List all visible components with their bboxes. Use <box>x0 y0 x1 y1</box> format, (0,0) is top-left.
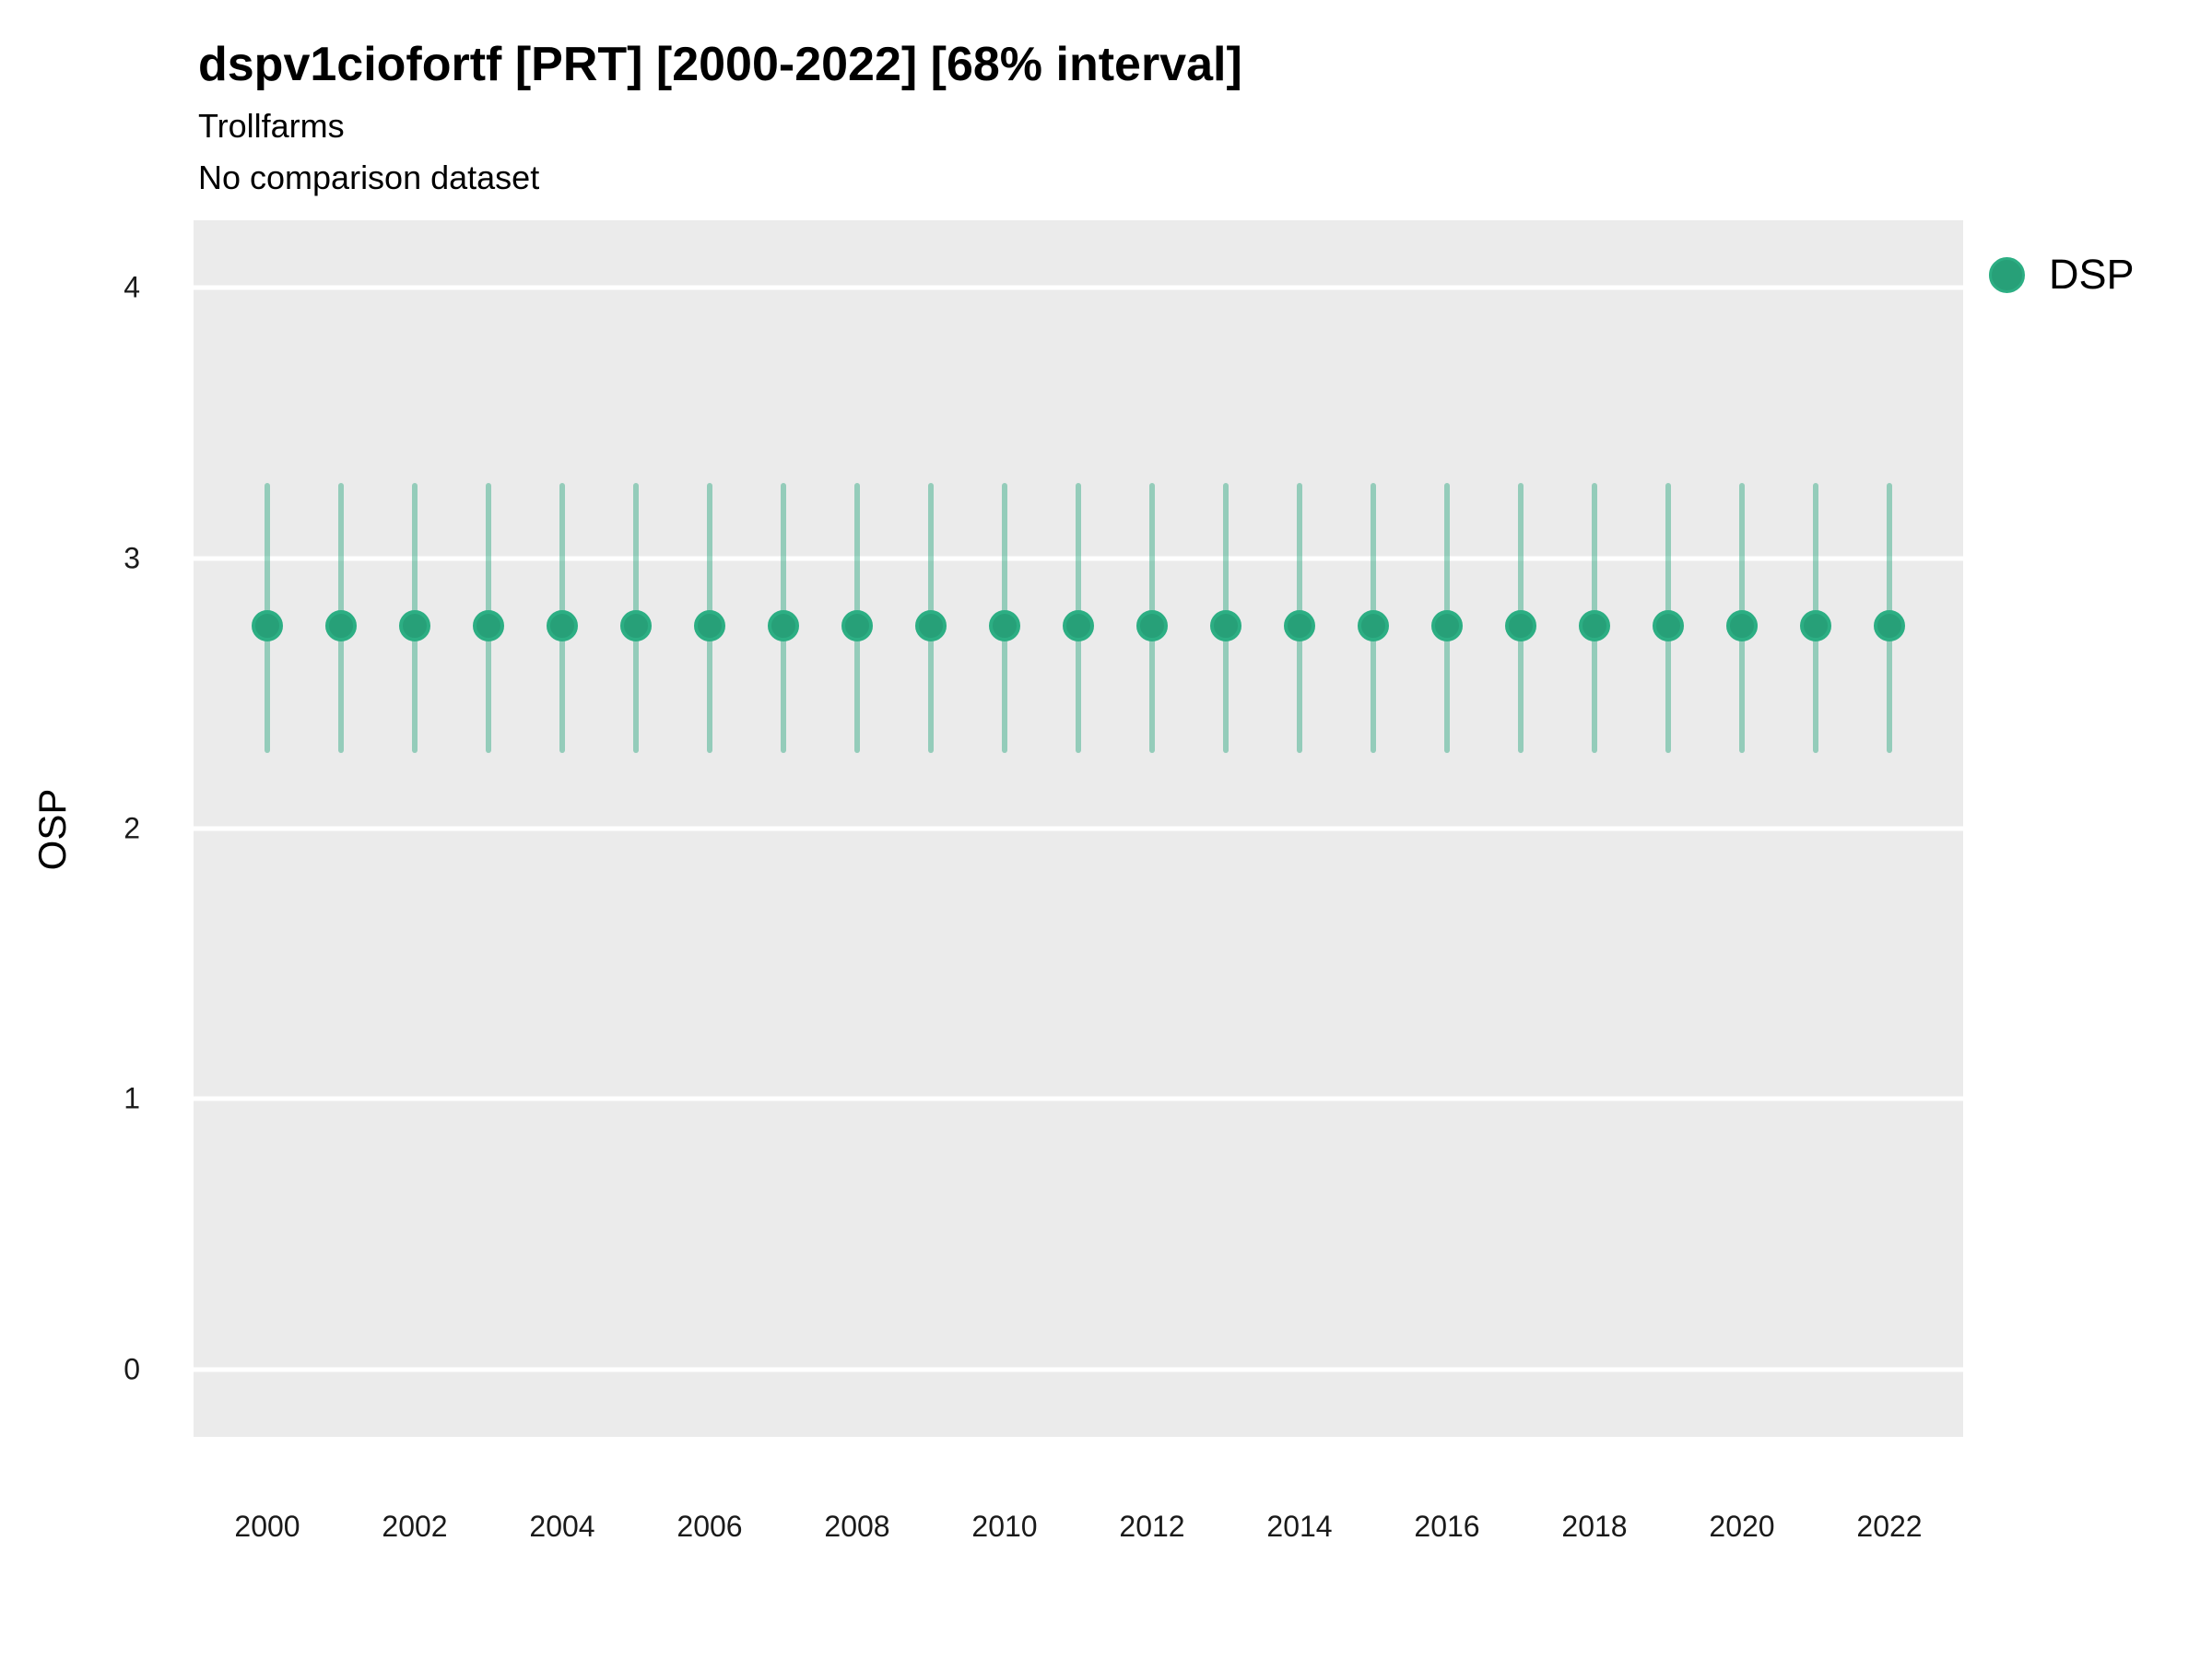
gridline-y-4 <box>194 285 1963 290</box>
point-DSP-2021 <box>1800 610 1831 641</box>
point-DSP-2011 <box>1063 610 1094 641</box>
x-tick-label-2000: 2000 <box>234 1510 300 1543</box>
point-DSP-2004 <box>547 610 578 641</box>
point-DSP-2020 <box>1726 610 1758 641</box>
point-DSP-2018 <box>1579 610 1610 641</box>
x-tick-label-2014: 2014 <box>1266 1510 1333 1543</box>
y-axis: 0 1 2 3 4 <box>0 220 194 1437</box>
y-tick-label-0: 0 <box>124 1352 140 1386</box>
chart-note: No comparison dataset <box>198 159 540 196</box>
gridline-y-2 <box>194 826 1963 831</box>
point-DSP-2015 <box>1358 610 1389 641</box>
y-tick-label-4: 4 <box>124 270 140 304</box>
point-DSP-2022 <box>1874 610 1905 641</box>
x-tick-label-2004: 2004 <box>529 1510 595 1543</box>
point-DSP-2013 <box>1210 610 1241 641</box>
x-tick-label-2002: 2002 <box>382 1510 448 1543</box>
chart-subtitle: Trollfarms <box>198 107 345 145</box>
point-DSP-2016 <box>1431 610 1463 641</box>
chart-title: dspv1ciofortf [PRT] [2000-2022] [68% int… <box>198 38 1242 91</box>
y-tick-label-3: 3 <box>124 541 140 575</box>
point-DSP-2008 <box>841 610 873 641</box>
x-tick-label-2008: 2008 <box>824 1510 890 1543</box>
gridline-y-3 <box>194 556 1963 561</box>
point-DSP-2006 <box>694 610 725 641</box>
legend-marker-circle-icon <box>1989 256 2025 293</box>
x-axis: 2000 2002 2004 2006 2008 2010 2012 2014 2016 2018… <box>194 1510 1963 1565</box>
legend-label: DSP <box>2049 251 2135 298</box>
point-DSP-2001 <box>325 610 357 641</box>
x-tick-label-2020: 2020 <box>1709 1510 1775 1543</box>
gridline-y-1 <box>194 1096 1963 1101</box>
point-DSP-2002 <box>399 610 430 641</box>
y-tick-label-2: 2 <box>124 811 140 845</box>
x-tick-label-2022: 2022 <box>1856 1510 1923 1543</box>
point-DSP-2009 <box>915 610 947 641</box>
legend: DSP <box>1989 251 2135 299</box>
x-tick-label-2006: 2006 <box>677 1510 743 1543</box>
x-tick-label-2012: 2012 <box>1119 1510 1185 1543</box>
point-DSP-2007 <box>768 610 799 641</box>
point-DSP-2000 <box>252 610 283 641</box>
point-DSP-2003 <box>473 610 504 641</box>
point-DSP-2005 <box>620 610 652 641</box>
point-DSP-2019 <box>1653 610 1684 641</box>
x-tick-label-2016: 2016 <box>1414 1510 1480 1543</box>
gridline-y-0 <box>194 1367 1963 1372</box>
point-DSP-2014 <box>1284 610 1315 641</box>
point-DSP-2010 <box>989 610 1020 641</box>
x-tick-label-2010: 2010 <box>971 1510 1038 1543</box>
point-DSP-2017 <box>1505 610 1536 641</box>
point-DSP-2012 <box>1136 610 1168 641</box>
x-tick-label-2018: 2018 <box>1561 1510 1628 1543</box>
plot-panel <box>194 220 1963 1437</box>
y-tick-label-1: 1 <box>124 1081 140 1115</box>
